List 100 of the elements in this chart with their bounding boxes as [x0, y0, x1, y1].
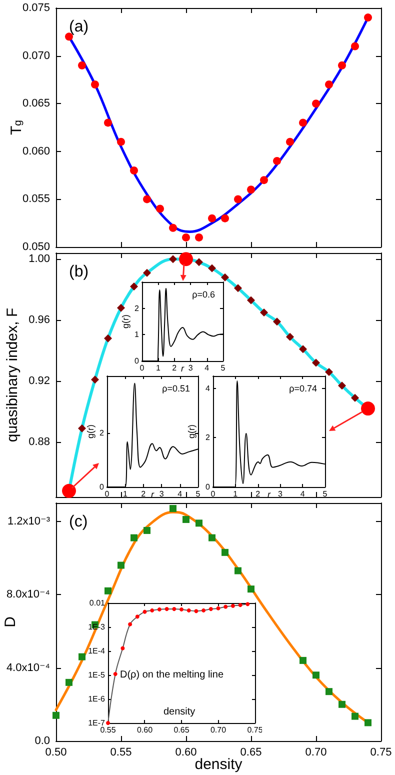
y-tick-label: 0 — [206, 482, 211, 492]
point — [361, 402, 375, 416]
point — [117, 304, 125, 312]
point — [182, 233, 190, 242]
y-tick-label: 0.075 — [22, 2, 50, 14]
y-tick-label: 0.050 — [22, 241, 50, 253]
point — [246, 602, 250, 606]
y-tick-label: 0.070 — [22, 50, 50, 62]
point — [164, 607, 169, 612]
point — [248, 586, 254, 593]
y-tick-label: 4 — [206, 384, 211, 393]
point — [221, 273, 229, 282]
point — [286, 138, 294, 146]
x-tick-label: 0.65 — [174, 726, 190, 734]
x-tick-label: 0.75 — [370, 746, 392, 758]
y-axis-title: D — [2, 616, 19, 628]
point — [338, 700, 346, 708]
point — [135, 614, 140, 619]
point — [338, 382, 346, 390]
y-axis-title: g(r) — [186, 424, 196, 438]
point — [208, 264, 216, 272]
annotation: ρ=0.74 — [289, 384, 318, 394]
y-tick-label: 0.01 — [89, 598, 106, 608]
point — [247, 296, 255, 304]
x-tick-label: 0.70 — [210, 726, 227, 734]
x-axis-title: density — [164, 706, 196, 718]
point — [91, 376, 99, 384]
point — [195, 233, 203, 242]
y-tick-label: 1E-6 — [88, 694, 106, 704]
point — [142, 610, 147, 614]
y-tick-label: 0.060 — [22, 145, 50, 158]
point — [195, 258, 203, 266]
point — [117, 138, 125, 146]
point — [222, 548, 228, 556]
point — [208, 214, 216, 222]
point — [234, 284, 242, 292]
y-tick-label: 4.0x10⁻⁴ — [6, 662, 50, 674]
y-tick-label: 1.2x10⁻³ — [8, 515, 50, 528]
x-tick-label: 1 — [122, 490, 128, 498]
y-tick-label: 2 — [206, 433, 211, 442]
point — [156, 204, 164, 213]
point — [130, 282, 138, 291]
y-tick-label: 2 — [134, 304, 140, 313]
y-tick-label: 0.0 — [34, 735, 50, 747]
text: (a) — [69, 18, 89, 36]
point — [130, 534, 138, 542]
point — [62, 484, 76, 498]
y-tick-label: 0.96 — [28, 314, 50, 326]
point — [312, 100, 320, 108]
y-tick-label: 0 — [134, 356, 140, 366]
x-tick-label: 4 — [300, 490, 306, 498]
y-tick-label: 2 — [100, 428, 105, 438]
point — [104, 334, 112, 342]
x-tick-label: 0.60 — [136, 726, 154, 734]
point — [182, 516, 190, 523]
point — [170, 504, 176, 512]
x-tick-label: 0.75 — [247, 726, 264, 734]
x-tick-label: 3 — [278, 490, 283, 498]
point — [238, 603, 242, 608]
y-axis-title: g(r) — [120, 314, 130, 328]
y-tick-label: 1E-4 — [88, 646, 106, 656]
text: (b) — [69, 264, 89, 280]
point — [247, 186, 255, 194]
x-tick-label: 5 — [196, 490, 201, 498]
point — [208, 607, 213, 612]
point — [208, 534, 216, 542]
point — [66, 678, 72, 686]
point — [260, 176, 268, 184]
point — [104, 587, 112, 594]
y-tick-label: 0.055 — [22, 193, 50, 206]
x-axis-title: r — [181, 364, 185, 374]
point — [120, 646, 125, 650]
point — [234, 195, 242, 204]
y-tick-label: 1 — [134, 330, 140, 340]
point — [352, 712, 358, 720]
x-tick-label: 5 — [220, 364, 226, 372]
x-tick-label: 0.60 — [175, 746, 197, 758]
x-tick-label: 2 — [256, 490, 261, 498]
point — [78, 653, 86, 660]
point — [194, 609, 198, 614]
point — [180, 607, 184, 612]
point — [286, 332, 294, 341]
point — [78, 424, 86, 432]
y-tick-label: 0.92 — [28, 375, 50, 388]
y-tick-label: 8.0x10⁻⁴ — [6, 588, 50, 601]
point — [312, 358, 320, 367]
point — [78, 61, 86, 70]
point — [312, 672, 320, 679]
point — [338, 61, 346, 70]
point — [351, 394, 359, 402]
x-tick-label: 2 — [141, 490, 146, 498]
point — [118, 562, 124, 569]
point — [299, 118, 307, 127]
point — [144, 526, 150, 534]
x-tick-label: 1 — [156, 364, 161, 372]
point — [364, 719, 372, 726]
point — [364, 14, 372, 22]
point — [260, 308, 268, 316]
point — [104, 118, 112, 127]
text: (c) — [69, 514, 88, 530]
